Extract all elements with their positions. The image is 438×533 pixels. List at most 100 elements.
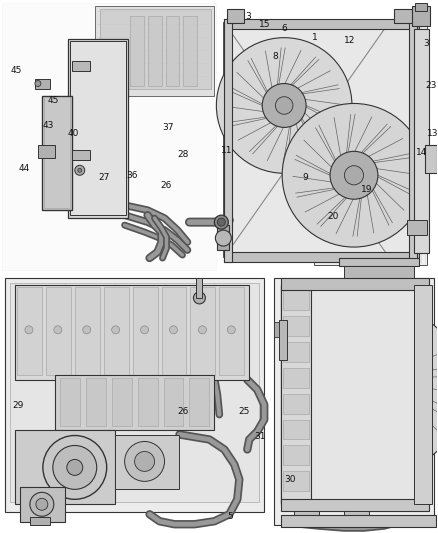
- Circle shape: [276, 96, 293, 114]
- Text: 3: 3: [245, 12, 251, 21]
- Text: 13: 13: [427, 129, 438, 138]
- Bar: [224, 252, 419, 262]
- Polygon shape: [227, 9, 244, 23]
- Text: 8: 8: [272, 52, 278, 61]
- Bar: [283, 446, 309, 465]
- Bar: [283, 342, 309, 362]
- Bar: [339, 258, 419, 266]
- Bar: [283, 394, 309, 414]
- Bar: [281, 285, 311, 504]
- Bar: [281, 285, 429, 504]
- Polygon shape: [72, 150, 90, 160]
- Circle shape: [368, 378, 390, 401]
- Circle shape: [217, 218, 225, 226]
- Circle shape: [67, 459, 83, 475]
- Bar: [15, 430, 115, 504]
- Bar: [70, 41, 126, 215]
- Circle shape: [344, 166, 364, 185]
- Bar: [409, 19, 417, 262]
- Text: 36: 36: [126, 171, 138, 180]
- Bar: [42, 95, 72, 210]
- Bar: [281, 499, 429, 511]
- Circle shape: [125, 441, 165, 481]
- Bar: [68, 39, 127, 218]
- Bar: [104, 287, 129, 375]
- Polygon shape: [394, 9, 417, 23]
- Bar: [148, 16, 162, 85]
- Bar: [55, 375, 214, 430]
- Bar: [20, 487, 65, 522]
- Polygon shape: [72, 61, 90, 70]
- Bar: [138, 378, 158, 425]
- Bar: [2, 3, 216, 270]
- Bar: [415, 3, 427, 11]
- Bar: [86, 378, 106, 425]
- Bar: [17, 287, 42, 375]
- Circle shape: [294, 305, 438, 474]
- Circle shape: [215, 230, 231, 246]
- Circle shape: [194, 292, 205, 304]
- Bar: [75, 287, 100, 375]
- Polygon shape: [38, 146, 55, 158]
- Circle shape: [25, 326, 33, 334]
- Bar: [60, 378, 80, 425]
- Circle shape: [134, 451, 155, 471]
- Bar: [414, 29, 429, 253]
- Text: 20: 20: [327, 212, 339, 221]
- Bar: [224, 19, 232, 262]
- Circle shape: [112, 326, 120, 334]
- Bar: [100, 9, 212, 88]
- Bar: [224, 19, 419, 29]
- Circle shape: [351, 362, 407, 417]
- Bar: [281, 278, 429, 290]
- Bar: [115, 434, 180, 489]
- Text: 43: 43: [42, 121, 54, 130]
- Bar: [46, 287, 71, 375]
- Bar: [344, 266, 414, 278]
- Circle shape: [30, 492, 54, 516]
- Bar: [279, 320, 287, 360]
- Bar: [274, 278, 434, 525]
- Circle shape: [53, 446, 97, 489]
- Bar: [414, 285, 432, 504]
- Text: 29: 29: [13, 401, 24, 410]
- Bar: [407, 220, 427, 235]
- Bar: [283, 368, 309, 387]
- Bar: [190, 378, 209, 425]
- Bar: [224, 23, 419, 257]
- Circle shape: [198, 326, 206, 334]
- Bar: [5, 278, 264, 512]
- Text: 37: 37: [162, 123, 174, 132]
- Circle shape: [227, 326, 235, 334]
- Circle shape: [78, 168, 82, 172]
- Text: 26: 26: [160, 181, 172, 190]
- Text: 15: 15: [259, 20, 271, 29]
- Text: 28: 28: [177, 150, 188, 159]
- Circle shape: [54, 326, 62, 334]
- Text: 31: 31: [254, 432, 265, 441]
- Text: 1: 1: [311, 34, 317, 43]
- Bar: [163, 378, 184, 425]
- Circle shape: [170, 326, 177, 334]
- Bar: [130, 16, 144, 85]
- Text: 5: 5: [228, 512, 233, 521]
- Bar: [344, 511, 369, 521]
- Bar: [162, 287, 187, 375]
- Bar: [425, 146, 437, 173]
- Circle shape: [216, 38, 352, 173]
- Bar: [30, 517, 50, 525]
- Bar: [95, 6, 214, 95]
- Circle shape: [83, 326, 91, 334]
- Bar: [412, 6, 430, 26]
- Text: 45: 45: [11, 67, 22, 76]
- Bar: [314, 19, 427, 265]
- Circle shape: [141, 326, 148, 334]
- Text: 19: 19: [361, 185, 373, 194]
- Text: 9: 9: [303, 173, 309, 182]
- Polygon shape: [35, 78, 50, 88]
- Text: 6: 6: [281, 24, 287, 33]
- Circle shape: [36, 498, 48, 510]
- Text: 23: 23: [426, 82, 437, 90]
- Text: 30: 30: [285, 474, 296, 483]
- Text: 11: 11: [221, 146, 233, 155]
